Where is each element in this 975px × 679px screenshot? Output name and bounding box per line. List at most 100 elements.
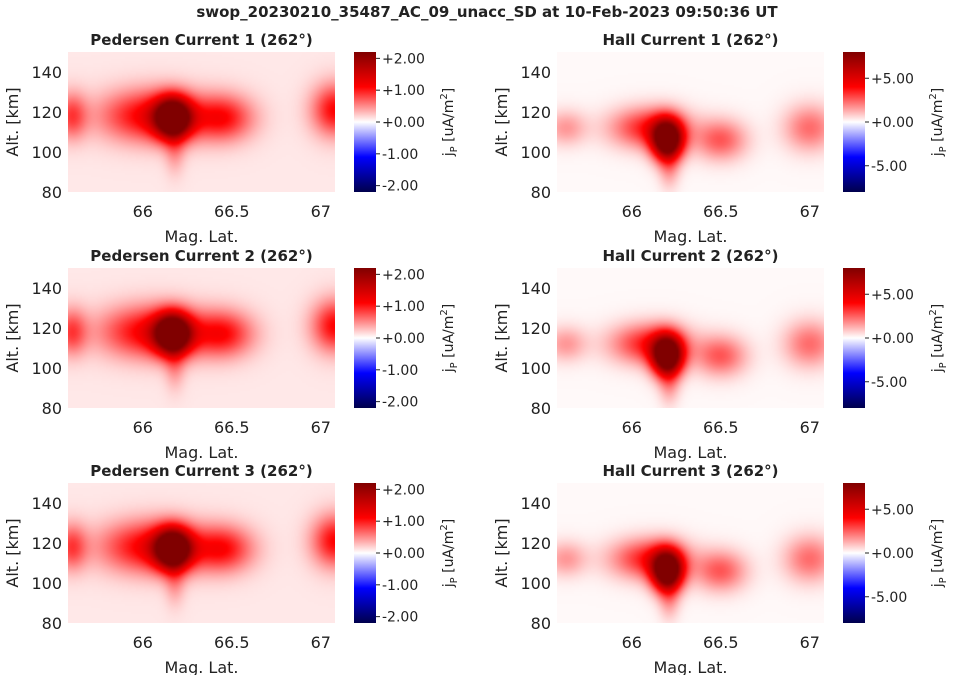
colorbar-tick-label: +1.00	[382, 299, 425, 315]
x-tick-label: 66	[133, 202, 153, 221]
colorbar-label: jP [uA/m2]	[439, 304, 460, 373]
panel-title: Hall Current 1 (262°)	[602, 31, 778, 49]
x-tick-label: 67	[311, 202, 331, 221]
colorbar-label: jP [uA/m2]	[928, 88, 949, 157]
colorbar-tick-label: +0.00	[382, 331, 425, 347]
x-tick-label: 67	[800, 418, 820, 437]
colorbar-label: jP [uA/m2]	[928, 519, 949, 588]
heatmap-image	[68, 483, 335, 623]
y-tick-label: 120	[31, 534, 62, 553]
x-tick-label: 66	[622, 202, 642, 221]
x-tick-label: 66.5	[214, 418, 250, 437]
colorbar-tick-label: -1.00	[382, 363, 418, 379]
x-axis-label: Mag. Lat.	[653, 227, 727, 246]
colorbar	[843, 268, 865, 408]
heatmap-image	[68, 268, 335, 408]
colorbar-tick-label: -1.00	[382, 578, 418, 594]
colorbar-tick-label: -5.00	[871, 159, 907, 175]
panel-title: Pedersen Current 1 (262°)	[90, 31, 312, 49]
x-tick-label: 66.5	[703, 418, 739, 437]
x-axis-label: Mag. Lat.	[164, 227, 238, 246]
colorbar-label: jP [uA/m2]	[439, 88, 460, 157]
y-tick-label: 80	[42, 399, 62, 418]
colorbar-tick-label: +2.00	[382, 482, 425, 498]
heatmap-image	[557, 483, 824, 623]
panel-title: Hall Current 2 (262°)	[602, 247, 778, 265]
y-tick-label: 100	[520, 143, 551, 162]
x-tick-label: 66	[133, 418, 153, 437]
panel-title: Hall Current 3 (262°)	[602, 462, 778, 480]
x-tick-label: 66	[622, 633, 642, 652]
y-tick-label: 100	[520, 574, 551, 593]
y-tick-label: 140	[31, 63, 62, 82]
y-tick-label: 140	[520, 63, 551, 82]
panel-3: Pedersen Current 2 (262°) 80 100 120 140 66 66…	[3, 247, 460, 462]
y-tick-label: 100	[31, 143, 62, 162]
y-axis-label: Alt. [km]	[3, 303, 22, 372]
panel-5: Pedersen Current 3 (262°) 80 100 120 140 66 66…	[3, 462, 460, 677]
panel-title: Pedersen Current 2 (262°)	[90, 247, 312, 265]
colorbar-tick-label: +0.00	[871, 331, 914, 347]
y-tick-label: 100	[520, 359, 551, 378]
x-tick-label: 66.5	[214, 202, 250, 221]
colorbar-tick-label: +2.00	[382, 267, 425, 283]
x-tick-label: 67	[800, 202, 820, 221]
colorbar-label: jP [uA/m2]	[439, 519, 460, 588]
x-axis-label: Mag. Lat.	[164, 443, 238, 462]
colorbar	[354, 483, 376, 623]
panel-2: Hall Current 1 (262°) 80 100 120 140 66 66.5 67…	[492, 31, 949, 246]
x-tick-label: 66	[133, 633, 153, 652]
y-tick-label: 80	[42, 614, 62, 633]
heatmap-image	[557, 268, 824, 408]
figure-title: swop_20230210_35487_AC_09_unacc_SD at 10…	[196, 3, 778, 21]
colorbar-tick-label: +5.00	[871, 287, 914, 303]
x-tick-label: 67	[800, 633, 820, 652]
y-tick-label: 140	[520, 279, 551, 298]
y-tick-label: 120	[31, 103, 62, 122]
y-tick-label: 80	[531, 614, 551, 633]
y-tick-label: 120	[520, 319, 551, 338]
y-tick-label: 80	[42, 183, 62, 202]
y-tick-label: 100	[31, 359, 62, 378]
colorbar-tick-label: +0.00	[382, 546, 425, 562]
colorbar	[354, 52, 376, 192]
x-axis-label: Mag. Lat.	[653, 443, 727, 462]
heatmap-image	[68, 52, 335, 192]
colorbar-label: jP [uA/m2]	[928, 304, 949, 373]
panels-group: Pedersen Current 1 (262°) 80 100 120 140 66 66…	[3, 31, 949, 677]
y-tick-label: 120	[520, 103, 551, 122]
colorbar-tick-label: +0.00	[382, 115, 425, 131]
y-tick-label: 100	[31, 574, 62, 593]
colorbar-tick-label: -2.00	[382, 395, 418, 411]
y-axis-label: Alt. [km]	[492, 518, 511, 587]
y-axis-label: Alt. [km]	[492, 303, 511, 372]
colorbar-tick-label: -2.00	[382, 610, 418, 626]
y-axis-label: Alt. [km]	[3, 518, 22, 587]
colorbar-tick-label: +5.00	[871, 502, 914, 518]
colorbar-tick-label: +2.00	[382, 51, 425, 67]
colorbar-tick-label: +5.00	[871, 71, 914, 87]
x-tick-label: 66.5	[703, 633, 739, 652]
colorbar-tick-label: -2.00	[382, 179, 418, 195]
y-tick-label: 120	[520, 534, 551, 553]
y-tick-label: 140	[520, 494, 551, 513]
panel-1: Pedersen Current 1 (262°) 80 100 120 140 66 66…	[3, 31, 460, 246]
x-tick-label: 67	[311, 633, 331, 652]
panel-title: Pedersen Current 3 (262°)	[90, 462, 312, 480]
colorbar-tick-label: +0.00	[871, 546, 914, 562]
colorbar-tick-label: -5.00	[871, 590, 907, 606]
colorbar-tick-label: -1.00	[382, 147, 418, 163]
x-tick-label: 67	[311, 418, 331, 437]
x-tick-label: 66	[622, 418, 642, 437]
x-tick-label: 66.5	[703, 202, 739, 221]
panel-4: Hall Current 2 (262°) 80 100 120 140 66 66.5 67…	[492, 247, 949, 462]
colorbar-tick-label: +1.00	[382, 514, 425, 530]
y-tick-label: 80	[531, 399, 551, 418]
colorbar-tick-label: +0.00	[871, 115, 914, 131]
x-axis-label: Mag. Lat.	[164, 658, 238, 675]
y-axis-label: Alt. [km]	[492, 87, 511, 156]
colorbar	[843, 483, 865, 623]
x-axis-label: Mag. Lat.	[653, 658, 727, 675]
y-axis-label: Alt. [km]	[3, 87, 22, 156]
